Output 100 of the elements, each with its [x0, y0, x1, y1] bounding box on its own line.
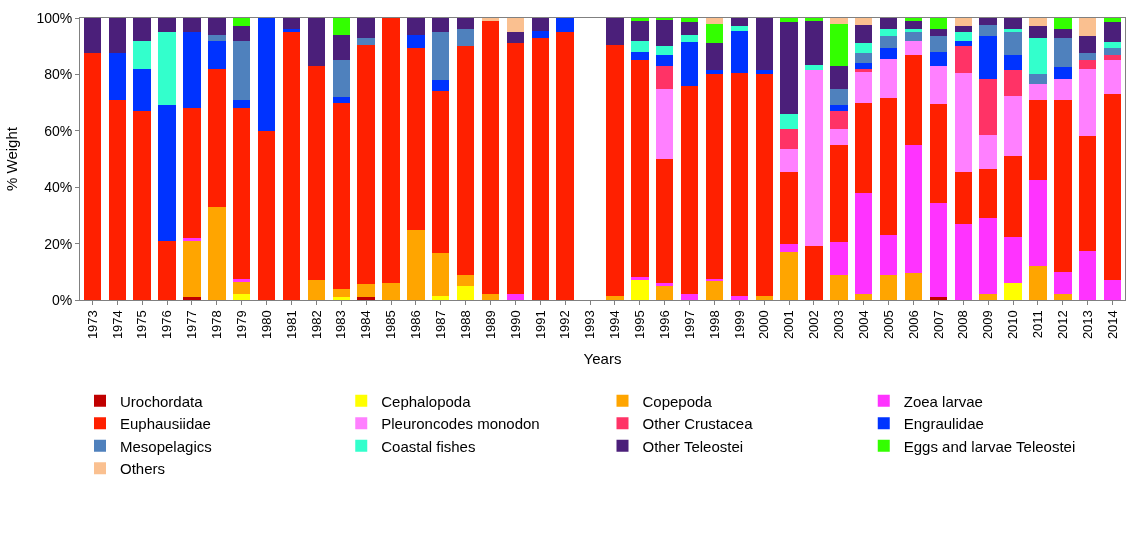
legend-label: Other Teleostei: [642, 437, 744, 455]
bar: [655, 65, 674, 89]
bar: [233, 40, 251, 100]
bar: [357, 284, 375, 298]
bar: [158, 18, 176, 33]
bar: [233, 294, 251, 300]
x-tick-label: 2001: [781, 310, 797, 340]
bar: [780, 113, 798, 130]
y-tick-label: 100%: [36, 9, 73, 26]
bar: [655, 283, 674, 286]
bar: [1004, 156, 1022, 237]
bar: [979, 25, 997, 37]
bar: [531, 18, 550, 31]
x-tick-label: 1999: [731, 310, 747, 340]
y-tick-label: 20%: [44, 235, 73, 252]
bar: [655, 54, 674, 66]
bar: [954, 46, 972, 73]
bar: [705, 278, 724, 281]
bar: [655, 285, 674, 300]
legend-label: Urochordata: [120, 392, 204, 410]
bar: [655, 19, 674, 47]
bar: [1054, 294, 1072, 300]
bar: [979, 18, 997, 26]
bar: [830, 144, 848, 243]
bar: [879, 47, 898, 59]
bar: [432, 91, 450, 254]
bar: [1004, 32, 1022, 55]
x-tick-label: 1994: [607, 310, 623, 340]
bar: [879, 29, 898, 37]
bar: [307, 18, 326, 66]
bar: [506, 32, 525, 44]
bar: [233, 18, 251, 27]
bar: [830, 274, 848, 300]
bar: [382, 18, 400, 284]
bar: [432, 80, 450, 92]
bar: [655, 46, 674, 55]
bar: [307, 280, 326, 300]
bar: [879, 18, 898, 30]
bar: [780, 243, 798, 253]
bar: [1004, 18, 1022, 30]
bar: [929, 36, 948, 52]
bar: [1103, 18, 1122, 23]
bar: [332, 102, 350, 289]
bar: [805, 18, 823, 21]
bar: [904, 54, 923, 145]
bar: [481, 20, 500, 295]
bar: [233, 281, 251, 295]
bar: [1078, 136, 1097, 251]
bar: [631, 60, 649, 278]
bar: [805, 20, 823, 65]
bar: [606, 18, 624, 45]
bar: [456, 29, 475, 47]
legend-label: Zoea larvae: [903, 392, 983, 410]
bar: [855, 68, 873, 72]
bar: [531, 30, 550, 38]
bar: [1054, 271, 1072, 295]
bar: [1054, 37, 1072, 68]
bar: [855, 294, 873, 300]
bar: [929, 297, 948, 300]
bar: [705, 18, 724, 24]
bar: [556, 18, 574, 33]
bar: [1054, 18, 1072, 30]
x-tick-label: 1982: [308, 310, 324, 340]
legend-label: Engraulidae: [903, 415, 984, 433]
bar: [904, 32, 923, 41]
legend-label: Coastal fishes: [381, 437, 476, 455]
x-tick-label: 1975: [134, 310, 150, 340]
bar: [855, 43, 873, 54]
bar: [357, 37, 375, 45]
bar: [133, 111, 151, 300]
bar: [1078, 60, 1097, 69]
x-tick-label: 1974: [109, 310, 125, 340]
bar: [830, 88, 848, 106]
bar: [855, 102, 873, 193]
bar: [979, 36, 997, 79]
bar: [1029, 180, 1047, 267]
x-tick-label: 1993: [582, 310, 598, 340]
bar: [1029, 84, 1047, 100]
bar: [879, 98, 898, 236]
bar: [830, 111, 848, 130]
legend-label: Eggs and larvae Teleostei: [903, 437, 1076, 455]
bar: [830, 65, 848, 89]
bar: [233, 26, 251, 41]
bar: [108, 53, 127, 100]
bar: [631, 18, 649, 21]
bar: [755, 18, 773, 71]
bar: [1029, 266, 1047, 300]
bar: [307, 65, 326, 281]
x-tick-label: 2010: [1005, 310, 1021, 340]
bar: [1054, 99, 1072, 272]
x-axis-title: Years: [583, 350, 622, 368]
x-tick-label: 1989: [482, 310, 498, 340]
legend-label: Pleuroncodes monodon: [381, 415, 540, 433]
x-tick-label: 1981: [283, 310, 299, 340]
x-tick-label: 1985: [383, 310, 399, 340]
x-tick-label: 1990: [507, 310, 523, 340]
bar: [780, 18, 798, 23]
bar: [1103, 280, 1122, 300]
bar: [481, 294, 500, 300]
bar: [730, 30, 749, 73]
